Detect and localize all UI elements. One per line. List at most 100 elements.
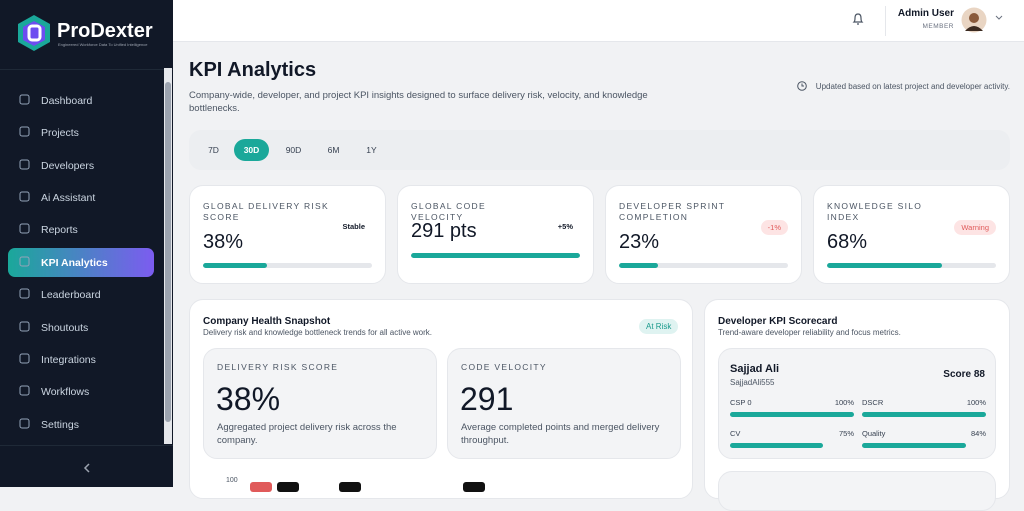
nav-label: Shoutouts <box>41 321 89 334</box>
nav-label: Workflows <box>41 385 90 398</box>
developer-handle: SajjadAli555 <box>730 378 775 387</box>
status-badge: At Risk <box>639 319 679 334</box>
kpi-card: DEVELOPER SPRINT COMPLETION -1% 23% <box>605 185 802 284</box>
panel-subtitle: Delivery risk and knowledge bottleneck t… <box>203 328 432 337</box>
nav-item[interactable]: Workflows <box>8 377 154 406</box>
kpi-label: DEVELOPER SPRINT COMPLETION <box>619 201 726 222</box>
nav-item[interactable]: Shoutouts <box>8 313 154 342</box>
metric-fill <box>730 412 854 417</box>
panel-subtitle: Trend-aware developer reliability and fo… <box>718 328 901 337</box>
health-card: DELIVERY RISK SCORE 38% Aggregated proje… <box>203 348 437 459</box>
developer-card: Sajjad Ali SajjadAli555 Score 88 CSP 0 1… <box>718 348 996 459</box>
kpi-value: 68% <box>827 231 868 253</box>
range-bar <box>189 130 1010 170</box>
panel-title: Company Health Snapshot <box>203 316 331 327</box>
metric-track <box>862 443 986 448</box>
avatar[interactable] <box>961 7 987 33</box>
page-title: KPI Analytics <box>189 59 317 81</box>
metric-fill <box>730 443 823 448</box>
progress-track <box>827 263 996 268</box>
range-tab[interactable]: 30D <box>234 139 269 161</box>
divider <box>0 445 173 446</box>
kpi-card: KNOWLEDGE SILO INDEX Warning 68% <box>813 185 1010 284</box>
metric-track <box>862 412 986 417</box>
nav-label: Projects <box>41 126 79 139</box>
health-label: DELIVERY RISK SCORE <box>217 362 339 372</box>
kpi-badge: -1% <box>760 220 788 235</box>
metric-fill <box>862 443 967 448</box>
divider <box>885 6 886 36</box>
health-value: 291 <box>460 381 514 417</box>
kpi-badge: Warning <box>954 220 996 235</box>
nav-item[interactable]: Dashboard <box>8 86 154 115</box>
nav-item[interactable]: Developers <box>8 151 154 180</box>
nav-item[interactable]: Settings <box>8 410 154 439</box>
kpi-label: GLOBAL CODE VELOCITY <box>411 201 486 222</box>
progress-fill <box>411 253 580 258</box>
user-menu-chevron[interactable] <box>995 15 1003 21</box>
updated-note: Updated based on latest project and deve… <box>815 82 1010 91</box>
nav-item[interactable]: Integrations <box>8 345 154 374</box>
panel-title: Developer KPI Scorecard <box>718 316 838 327</box>
metric-track <box>730 412 854 417</box>
progress-fill <box>827 263 942 268</box>
metric-fill <box>862 412 986 417</box>
kpi-value: 23% <box>619 231 660 253</box>
health-description: Average completed points and merged deli… <box>461 422 660 446</box>
kpi-value: 291 pts <box>411 220 477 242</box>
metric-value: 100% <box>966 398 986 407</box>
topbar: Admin User MEMBER <box>173 0 1024 42</box>
metric-value: 100% <box>834 398 854 407</box>
developer-card <box>718 471 996 511</box>
nav-item[interactable]: Leaderboard <box>8 280 154 309</box>
legend-swatch <box>339 482 361 492</box>
health-value: 38% <box>216 381 281 417</box>
user-name: Admin User <box>897 8 954 19</box>
metric-track <box>730 443 854 448</box>
developer-name: Sajjad Ali <box>730 363 780 375</box>
range-tab[interactable]: 7D <box>208 145 219 155</box>
chart-tick: 100 <box>226 477 238 484</box>
health-description: Aggregated project delivery risk across … <box>217 422 397 446</box>
range-tab[interactable]: 6M <box>327 145 340 155</box>
user-role: MEMBER <box>922 23 954 30</box>
kpi-badge: +5% <box>557 222 573 231</box>
logo <box>18 15 50 51</box>
progress-track <box>411 253 580 258</box>
health-card: CODE VELOCITY 291 Average completed poin… <box>447 348 681 459</box>
nav-label: Leaderboard <box>41 288 101 301</box>
progress-track <box>203 263 372 268</box>
metric-value: 75% <box>838 429 854 438</box>
range-tab[interactable]: 1Y <box>366 145 377 155</box>
nav-label: Ai Assistant <box>41 191 96 204</box>
kpi-label: GLOBAL DELIVERY RISK SCORE <box>203 201 329 222</box>
divider <box>0 69 173 70</box>
nav-label: Settings <box>41 418 79 431</box>
nav-item[interactable]: Projects <box>8 118 154 147</box>
collapse-button[interactable] <box>82 462 92 474</box>
nav-label: Developers <box>41 159 95 172</box>
progress-track <box>619 263 788 268</box>
health-label: CODE VELOCITY <box>461 362 547 372</box>
nav-item[interactable]: KPI Analytics <box>8 248 154 277</box>
kpi-label: KNOWLEDGE SILO INDEX <box>827 201 923 222</box>
legend-swatch <box>250 482 272 492</box>
kpi-card: GLOBAL DELIVERY RISK SCORE Stable 38% <box>189 185 386 284</box>
nav-label: Integrations <box>41 353 96 366</box>
metric-label: CV <box>730 429 741 438</box>
range-tab[interactable]: 90D <box>285 145 302 155</box>
kpi-value: 38% <box>203 231 244 253</box>
nav-item[interactable]: Reports <box>8 215 154 244</box>
progress-fill <box>203 263 268 268</box>
brand: ProDexter <box>57 20 153 42</box>
metric-label: CSP 0 <box>730 398 752 407</box>
notification-bell[interactable] <box>852 12 864 26</box>
nav-item[interactable]: Ai Assistant <box>8 183 154 212</box>
page-description: Company-wide, developer, and project KPI… <box>189 90 648 114</box>
legend-swatch <box>463 482 485 492</box>
clock-icon <box>797 81 807 91</box>
health-panel: Company Health Snapshot Delivery risk an… <box>189 299 693 499</box>
metric-value: 84% <box>970 429 986 438</box>
kpi-card: GLOBAL CODE VELOCITY +5% 291 pts <box>397 185 594 284</box>
